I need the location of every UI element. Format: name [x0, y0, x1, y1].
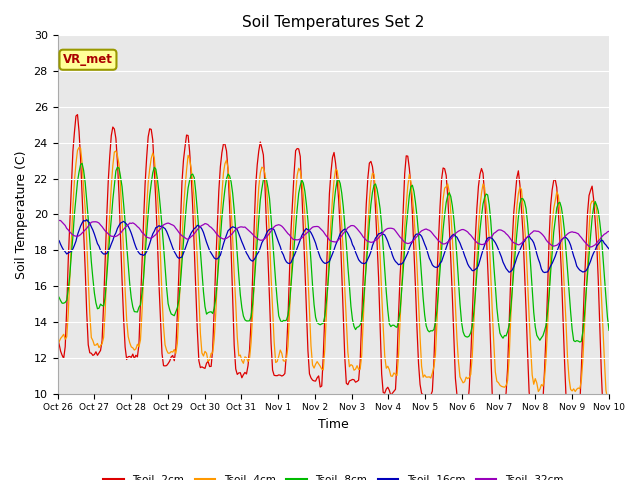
Tsoil -32cm	[605, 228, 613, 234]
Tsoil -4cm	[605, 393, 613, 399]
Tsoil -16cm	[54, 237, 61, 243]
Tsoil -8cm	[78, 160, 86, 166]
Tsoil -2cm	[123, 357, 131, 362]
Tsoil -2cm	[577, 366, 585, 372]
Tsoil -32cm	[587, 244, 595, 250]
Title: Soil Temperatures Set 2: Soil Temperatures Set 2	[242, 15, 424, 30]
Legend: Tsoil -2cm, Tsoil -4cm, Tsoil -8cm, Tsoil -16cm, Tsoil -32cm: Tsoil -2cm, Tsoil -4cm, Tsoil -8cm, Tsoi…	[99, 470, 568, 480]
Tsoil -16cm	[605, 246, 613, 252]
Tsoil -32cm	[575, 231, 582, 237]
Line: Tsoil -2cm: Tsoil -2cm	[58, 115, 609, 420]
Tsoil -2cm	[605, 408, 613, 414]
Tsoil -32cm	[295, 237, 303, 242]
Tsoil -2cm	[575, 417, 582, 422]
Tsoil -16cm	[83, 217, 90, 223]
Tsoil -8cm	[296, 183, 304, 189]
Tsoil -4cm	[604, 396, 611, 402]
Tsoil -4cm	[296, 168, 304, 174]
Tsoil -4cm	[123, 317, 131, 323]
Line: Tsoil -32cm: Tsoil -32cm	[58, 220, 609, 247]
Tsoil -8cm	[238, 305, 246, 311]
Y-axis label: Soil Temperature (C): Soil Temperature (C)	[15, 150, 28, 279]
Tsoil -2cm	[296, 154, 304, 159]
Line: Tsoil -16cm: Tsoil -16cm	[58, 220, 609, 273]
Tsoil -32cm	[54, 217, 61, 223]
Tsoil -8cm	[577, 338, 585, 344]
Tsoil -32cm	[218, 235, 226, 241]
Tsoil -2cm	[74, 112, 81, 118]
Tsoil -4cm	[75, 144, 83, 150]
Tsoil -8cm	[576, 339, 584, 345]
Tsoil -2cm	[238, 375, 246, 381]
Tsoil -4cm	[54, 342, 61, 348]
Tsoil -8cm	[123, 242, 131, 248]
Tsoil -16cm	[123, 221, 131, 227]
Tsoil -16cm	[247, 257, 255, 263]
X-axis label: Time: Time	[318, 418, 349, 431]
Tsoil -8cm	[605, 327, 613, 333]
Tsoil -8cm	[247, 313, 255, 319]
Tsoil -2cm	[54, 336, 61, 341]
Tsoil -2cm	[247, 319, 255, 324]
Tsoil -8cm	[54, 292, 61, 298]
Tsoil -4cm	[220, 170, 227, 176]
Line: Tsoil -4cm: Tsoil -4cm	[58, 147, 609, 399]
Tsoil -16cm	[541, 270, 548, 276]
Tsoil -4cm	[238, 358, 246, 363]
Tsoil -4cm	[576, 386, 584, 392]
Tsoil -4cm	[247, 339, 255, 345]
Tsoil -32cm	[246, 228, 253, 234]
Tsoil -16cm	[577, 268, 585, 274]
Line: Tsoil -8cm: Tsoil -8cm	[58, 163, 609, 342]
Tsoil -16cm	[296, 237, 304, 242]
Tsoil -2cm	[220, 141, 227, 147]
Tsoil -8cm	[220, 199, 227, 205]
Tsoil -32cm	[121, 225, 129, 230]
Text: VR_met: VR_met	[63, 53, 113, 66]
Tsoil -16cm	[220, 241, 227, 247]
Tsoil -32cm	[237, 224, 244, 230]
Tsoil -16cm	[238, 239, 246, 245]
